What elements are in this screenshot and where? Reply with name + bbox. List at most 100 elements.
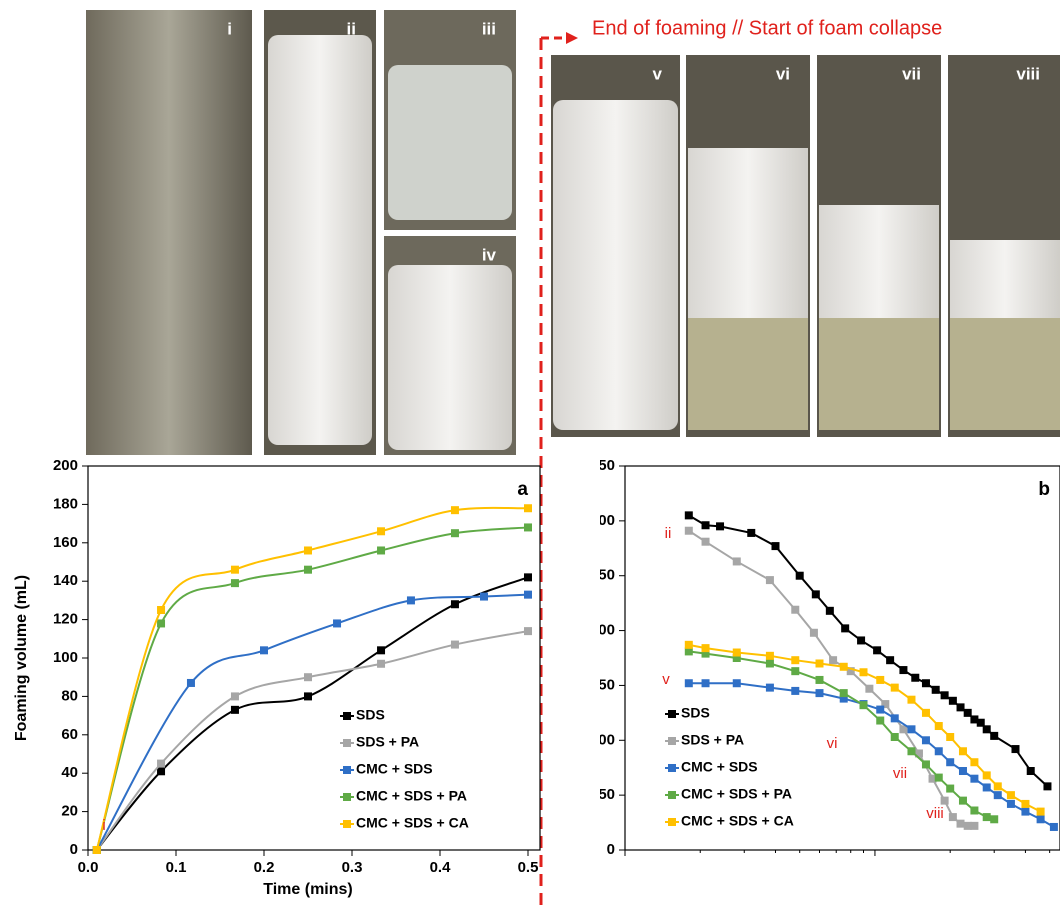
foam: [388, 265, 512, 450]
data-point: [982, 771, 991, 780]
data-point: [990, 731, 999, 740]
data-point: [377, 646, 386, 655]
data-point: [765, 576, 774, 585]
data-point: [928, 774, 937, 783]
y-tick-label: 120: [53, 611, 78, 628]
legend-label: SDS + PA: [681, 732, 744, 748]
data-point: [825, 606, 834, 615]
legend-label: CMC + SDS: [681, 759, 758, 775]
data-point: [765, 683, 774, 692]
data-point: [970, 774, 979, 783]
y-tick-label: 40: [61, 764, 78, 781]
y-tick-label: 150: [590, 676, 615, 693]
series-line: [688, 682, 1055, 828]
x-tick-label: 0.5: [518, 859, 539, 876]
data-point: [958, 796, 967, 805]
data-point: [859, 668, 868, 677]
data-point: [157, 767, 166, 776]
data-point: [480, 592, 488, 601]
legend-marker: [668, 710, 676, 718]
legend-label: CMC + SDS: [356, 761, 433, 777]
legend-marker: [343, 820, 351, 828]
data-point: [890, 732, 899, 741]
photo-label: ii: [347, 19, 356, 38]
data-point: [230, 705, 239, 714]
x-tick-label: 0.4: [430, 859, 452, 876]
legend-label: CMC + SDS + PA: [356, 788, 467, 804]
data-point: [304, 546, 312, 555]
data-point: [1036, 815, 1045, 824]
data-point: [701, 649, 710, 658]
data-point: [970, 715, 979, 724]
x-tick-label: 100: [862, 859, 887, 876]
foam: [950, 240, 1060, 318]
data-point: [990, 815, 999, 824]
legend-marker: [343, 793, 351, 801]
data-point: [732, 679, 741, 688]
photo-label: iv: [482, 245, 497, 264]
data-point: [907, 747, 916, 756]
data-point: [865, 684, 874, 693]
data-point: [899, 666, 908, 675]
data-point: [963, 708, 972, 717]
data-point: [304, 692, 312, 701]
data-point: [157, 759, 166, 768]
data-point: [791, 686, 800, 695]
data-point: [907, 695, 916, 704]
data-point: [230, 565, 239, 574]
data-point: [859, 701, 868, 710]
x-tick-label: 0.1: [166, 859, 187, 876]
data-point: [934, 722, 943, 731]
arrow-head: [566, 32, 578, 44]
y-tick-label: 300: [590, 512, 615, 529]
foam: [268, 35, 372, 445]
data-point: [795, 571, 804, 580]
data-point: [931, 685, 940, 694]
data-point: [911, 673, 920, 682]
data-point: [815, 675, 824, 684]
legend-marker: [343, 739, 351, 747]
data-point: [701, 644, 710, 653]
panel-label: a: [517, 479, 528, 500]
data-point: [940, 691, 949, 700]
y-tick-label: 80: [61, 687, 78, 704]
y-tick-label: 0: [607, 841, 615, 858]
data-point: [907, 725, 916, 734]
data-point: [946, 732, 955, 741]
legend-marker: [343, 766, 351, 774]
data-point: [524, 590, 532, 599]
data-point: [1026, 767, 1035, 776]
data-point: [815, 659, 824, 668]
data-point: [771, 542, 780, 551]
data-point: [946, 758, 955, 767]
data-point: [1021, 799, 1030, 808]
data-point: [186, 678, 195, 687]
x-tick-label: 0.3: [342, 859, 363, 876]
data-point: [1036, 807, 1045, 816]
data-point: [1021, 807, 1030, 816]
data-point: [684, 647, 693, 656]
data-point: [304, 673, 312, 682]
annotation: vi: [827, 735, 838, 752]
data-point: [958, 767, 967, 776]
x-axis-label: Time (mins): [768, 881, 858, 898]
legend-marker: [343, 712, 351, 720]
series-line: [96, 576, 529, 851]
data-point: [811, 590, 820, 599]
annotation: v: [662, 671, 670, 688]
legend-marker: [668, 818, 676, 826]
divider: End of foaming // Start of foam collapse: [539, 17, 942, 905]
data-point: [839, 694, 848, 703]
photo-label: vi: [776, 64, 790, 83]
data-point: [333, 619, 342, 628]
data-point: [406, 596, 415, 605]
data-point: [732, 654, 741, 662]
data-point: [970, 758, 979, 767]
data-point: [260, 646, 268, 655]
y-tick-label: 60: [61, 726, 78, 743]
data-point: [791, 605, 800, 614]
data-point: [524, 627, 532, 636]
data-point: [940, 796, 949, 805]
data-point: [765, 659, 774, 668]
